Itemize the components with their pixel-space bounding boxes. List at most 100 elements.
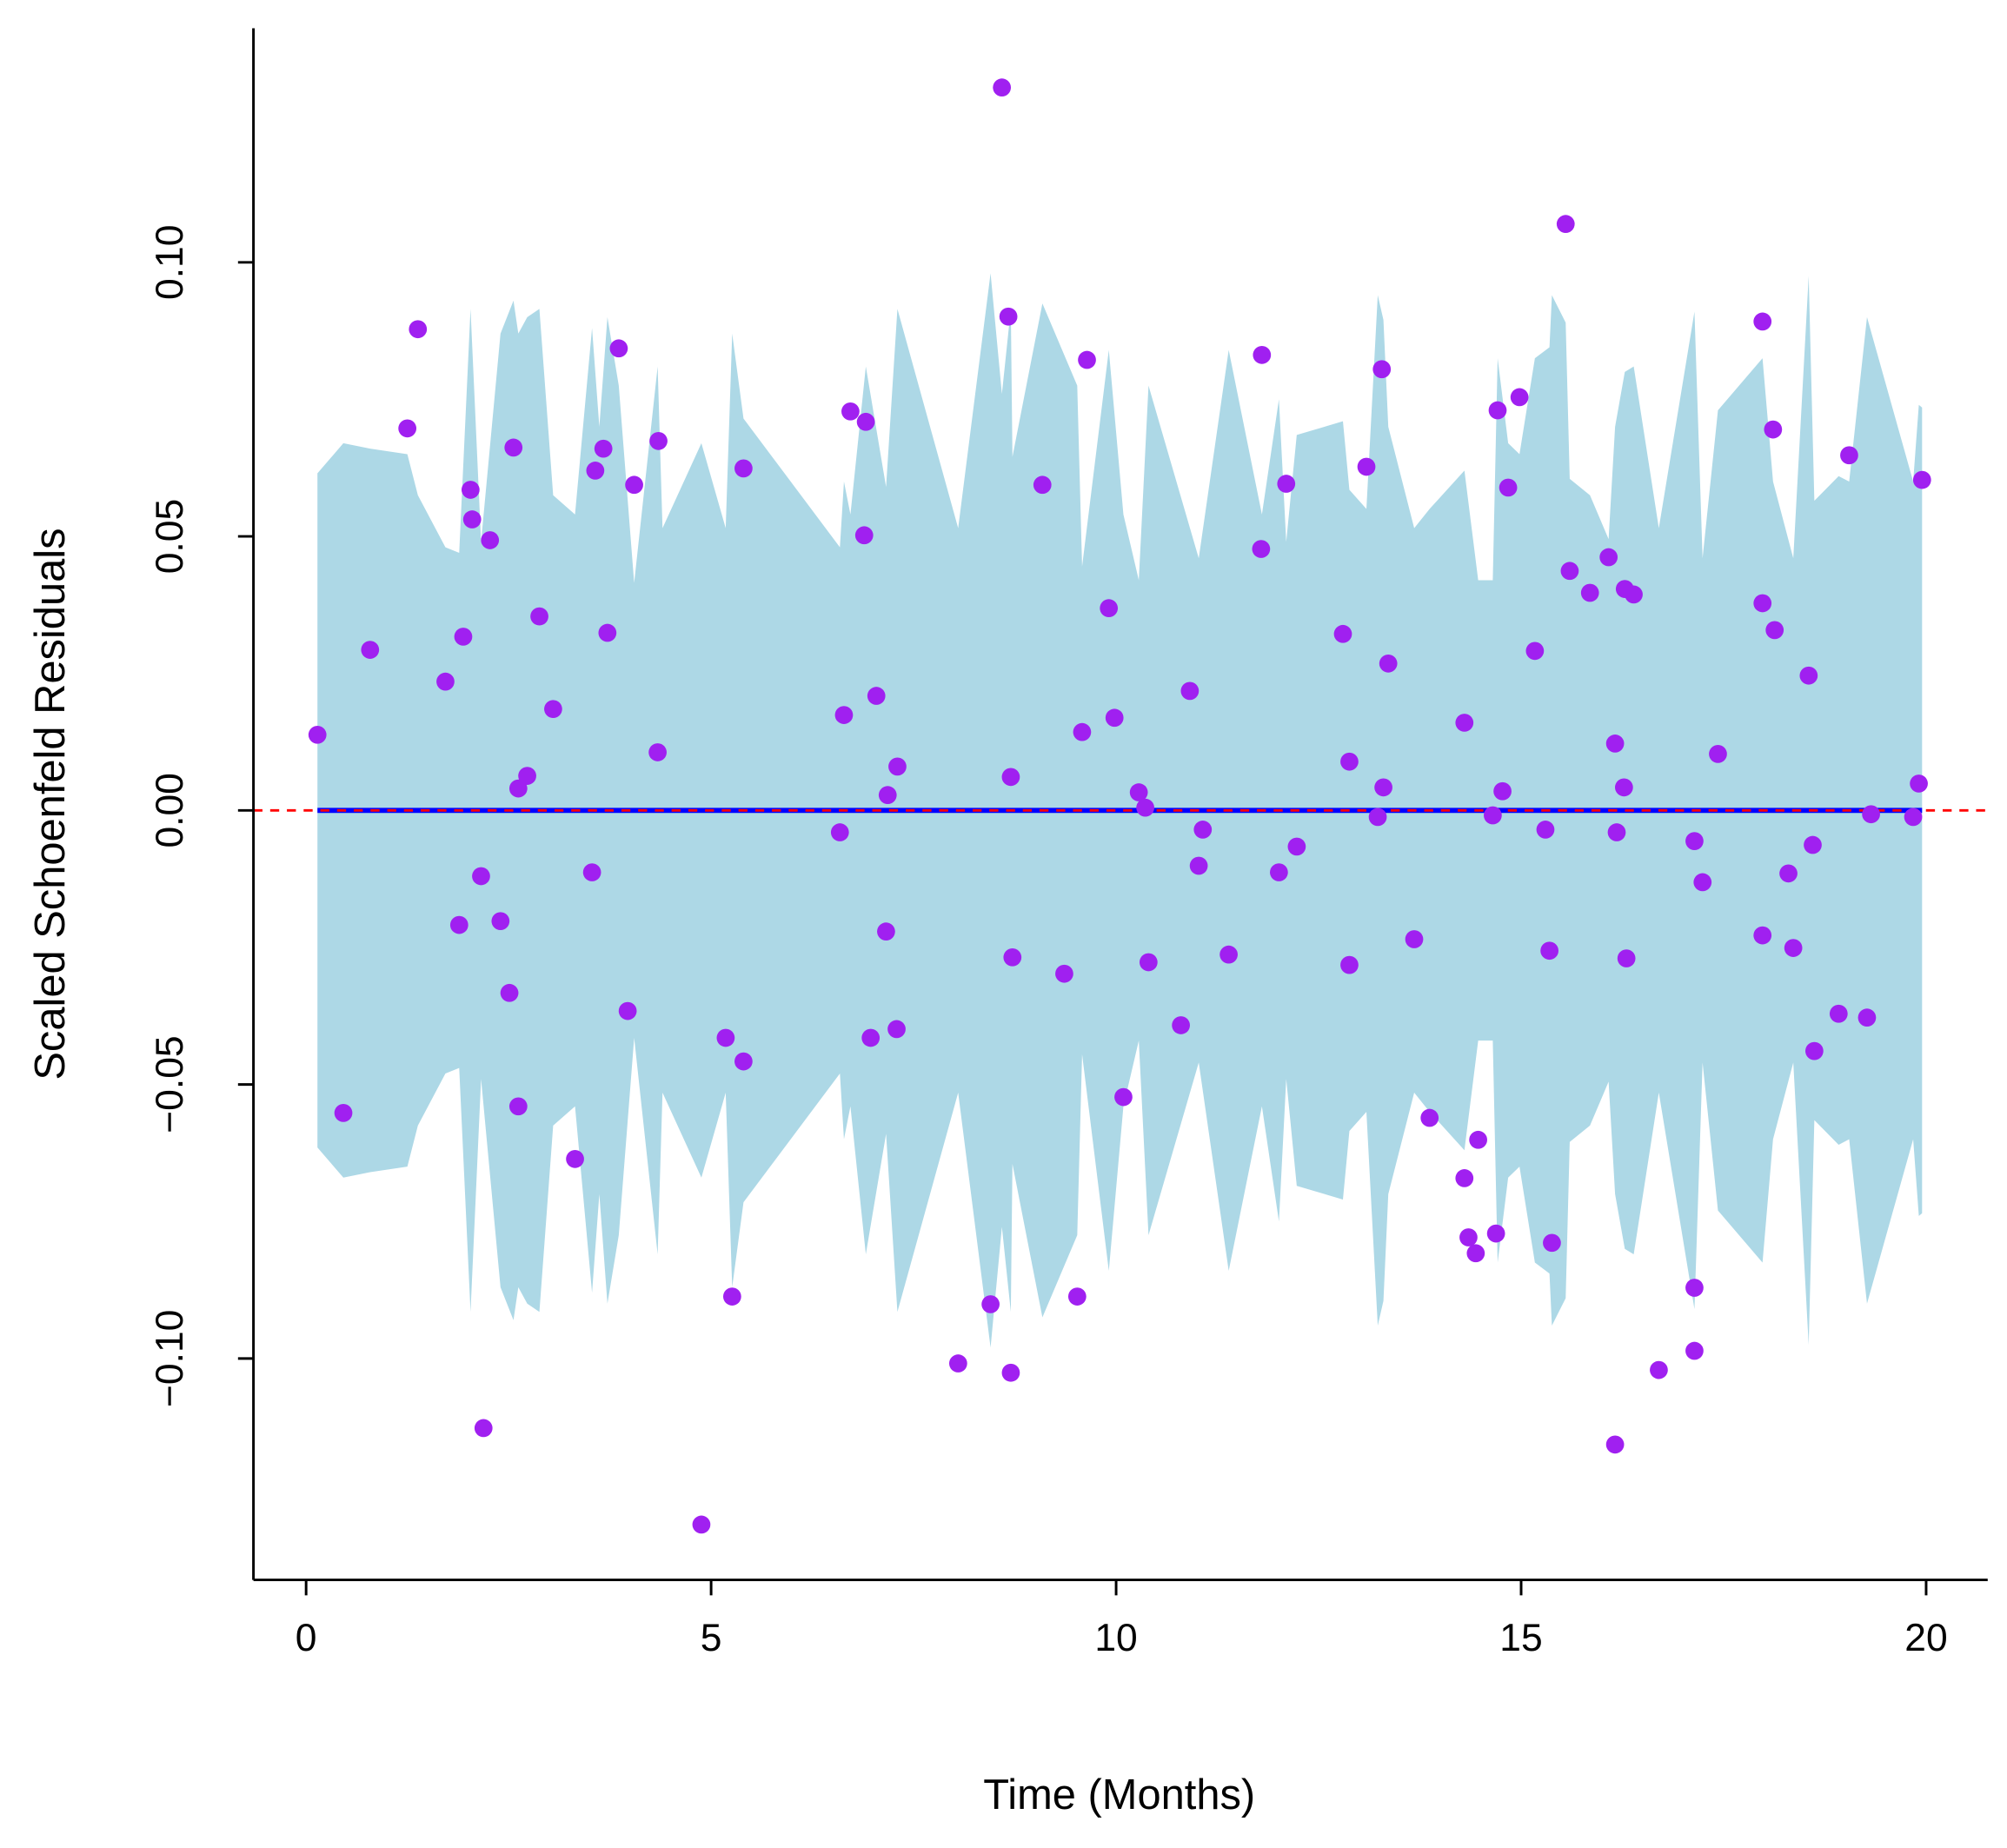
point (1139, 953, 1158, 972)
y-tick-label: 0.10 (149, 225, 191, 300)
point (1100, 599, 1119, 618)
point (1605, 735, 1625, 753)
point (1180, 681, 1200, 701)
point (1625, 585, 1643, 604)
point (1753, 312, 1772, 331)
point (1067, 1287, 1087, 1306)
point (1172, 1016, 1190, 1034)
point (625, 475, 643, 495)
point (1536, 821, 1555, 839)
point (1804, 1041, 1824, 1060)
point (1804, 835, 1822, 854)
point (1543, 1233, 1561, 1253)
point (609, 339, 628, 358)
point (1252, 540, 1271, 558)
y-tick-label: 0.00 (149, 773, 191, 848)
point (334, 1104, 353, 1122)
point (1455, 1169, 1474, 1187)
point (692, 1515, 711, 1534)
point (887, 1020, 906, 1039)
point (472, 867, 490, 886)
point (1129, 783, 1148, 801)
point (598, 623, 617, 642)
point (1484, 806, 1502, 825)
point (1857, 1008, 1877, 1027)
point (877, 922, 895, 941)
point (1799, 666, 1818, 685)
point (1379, 654, 1398, 673)
point (1253, 345, 1272, 364)
point (1193, 821, 1213, 839)
x-tick-label: 5 (701, 1617, 722, 1659)
point (1486, 1224, 1505, 1243)
point (474, 1419, 493, 1438)
point (1333, 624, 1352, 643)
point (582, 863, 601, 881)
point (530, 607, 548, 626)
point (1617, 949, 1636, 967)
point (1003, 947, 1022, 967)
point (1114, 1087, 1133, 1107)
point (500, 983, 519, 1002)
point (449, 915, 469, 934)
point (1420, 1108, 1439, 1127)
point (1560, 562, 1579, 581)
point (1001, 1363, 1020, 1382)
point (461, 481, 480, 499)
point (1405, 930, 1424, 948)
point (1340, 752, 1359, 771)
point (1580, 583, 1599, 602)
point (1340, 955, 1359, 974)
point (1607, 823, 1626, 841)
point (1055, 964, 1073, 983)
point (734, 459, 753, 478)
y-tick-label: −0.10 (149, 1310, 191, 1407)
point (1784, 939, 1803, 957)
point (1605, 1435, 1625, 1454)
point (586, 462, 605, 480)
point (1270, 863, 1288, 881)
point (504, 438, 523, 457)
point (1510, 388, 1529, 407)
point (1753, 926, 1772, 945)
point (1469, 1130, 1487, 1149)
point (1685, 832, 1704, 850)
point (861, 1028, 881, 1047)
point (716, 1028, 735, 1047)
point (1829, 1004, 1848, 1023)
point (1499, 478, 1518, 497)
point (1862, 805, 1880, 824)
point (508, 1097, 528, 1116)
point (888, 757, 907, 776)
point (1910, 774, 1928, 793)
point (1540, 941, 1558, 961)
point (1357, 457, 1376, 476)
point (436, 672, 455, 691)
point (1525, 641, 1545, 661)
point (830, 823, 849, 841)
point (999, 307, 1018, 326)
point (856, 412, 875, 431)
point (993, 78, 1012, 97)
point (1709, 745, 1727, 763)
point (948, 1354, 967, 1373)
point (1840, 446, 1858, 465)
point (361, 641, 380, 659)
point (1466, 1244, 1485, 1263)
point (1779, 864, 1798, 883)
point (722, 1287, 741, 1306)
point (1033, 475, 1052, 495)
point (1904, 808, 1923, 827)
point (1685, 1279, 1704, 1297)
point (518, 767, 536, 785)
point (878, 786, 897, 805)
point (462, 510, 482, 528)
point (544, 700, 562, 719)
point (398, 419, 417, 438)
x-tick-label: 15 (1499, 1617, 1542, 1659)
point (854, 526, 874, 545)
point (1105, 708, 1124, 728)
x-tick-label: 20 (1904, 1617, 1947, 1659)
